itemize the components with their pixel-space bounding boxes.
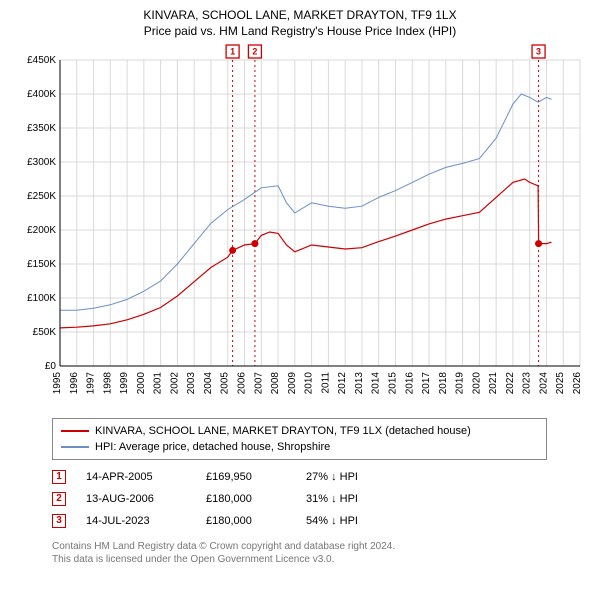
x-tick-label: 2000 [136,372,147,395]
x-tick-label: 2020 [471,372,482,395]
x-tick-label: 2001 [153,372,164,395]
sale-row: 3 14-JUL-2023 £180,000 54% ↓ HPI [52,510,588,532]
sale-row-date: 14-JUL-2023 [86,510,186,532]
x-tick-label: 1997 [86,372,97,395]
sale-row-diff: 54% ↓ HPI [306,510,406,532]
x-tick-label: 2009 [287,372,298,395]
y-tick-label: £250K [27,191,56,202]
x-tick-label: 2003 [186,372,197,395]
sale-marker-num: 3 [536,47,541,57]
footnote-line1: Contains HM Land Registry data © Crown c… [52,540,588,553]
sale-row-price: £180,000 [206,488,286,510]
x-tick-label: 2016 [404,372,415,395]
footnote-line2: This data is licensed under the Open Gov… [52,553,588,566]
y-tick-label: £150K [27,259,56,270]
chart-svg: £0 £50K £100K £150K £200K £250K £300K £350K £400… [12,42,588,412]
sale-row-date: 14-APR-2005 [86,466,186,488]
x-tick-label: 2010 [304,372,315,395]
sale-marker-num: 2 [252,47,257,57]
legend-label: HPI: Average price, detached house, Shro… [95,439,330,455]
legend-row: KINVARA, SCHOOL LANE, MARKET DRAYTON, TF… [61,423,538,439]
y-tick-label: £0 [45,361,57,372]
sale-marker-num: 1 [230,47,235,57]
legend-swatch [61,446,89,448]
y-tick-label: £200K [27,225,56,236]
x-tick-label: 2019 [455,372,466,395]
sale-row-diff: 27% ↓ HPI [306,466,406,488]
sale-row-price: £169,950 [206,466,286,488]
sale-row: 1 14-APR-2005 £169,950 27% ↓ HPI [52,466,588,488]
x-tick-label: 2014 [371,372,382,395]
title-subtitle: Price paid vs. HM Land Registry's House … [12,24,588,38]
x-tick-label: 2022 [505,372,516,395]
x-tick-label: 1999 [119,372,130,395]
x-tick-label: 2017 [421,372,432,395]
y-tick-label: £50K [33,327,57,338]
x-tick-label: 2021 [488,372,499,395]
y-tick-label: £300K [27,157,56,168]
sales-table: 1 14-APR-2005 £169,950 27% ↓ HPI 2 13-AUG-200… [52,466,588,532]
sale-row-diff: 31% ↓ HPI [306,488,406,510]
y-tick-label: £400K [27,89,56,100]
legend-row: HPI: Average price, detached house, Shro… [61,439,538,455]
sale-row: 2 13-AUG-2006 £180,000 31% ↓ HPI [52,488,588,510]
x-tick-label: 2018 [438,372,449,395]
plot-bg [60,60,580,366]
x-tick-label: 2023 [522,372,533,395]
y-tick-label: £350K [27,123,56,134]
chart-area: £0 £50K £100K £150K £200K £250K £300K £350K £400… [12,42,588,412]
x-tick-label: 2026 [572,372,583,395]
sale-row-marker: 3 [52,514,66,528]
chart-container: KINVARA, SCHOOL LANE, MARKET DRAYTON, TF… [0,0,600,590]
x-tick-label: 2011 [320,372,331,394]
x-tick-label: 2015 [387,372,398,395]
y-tick-label: £450K [27,55,56,66]
legend-box: KINVARA, SCHOOL LANE, MARKET DRAYTON, TF… [52,418,547,460]
x-tick-label: 2013 [354,372,365,395]
title-block: KINVARA, SCHOOL LANE, MARKET DRAYTON, TF… [12,8,588,38]
sale-row-price: £180,000 [206,510,286,532]
sale-row-marker: 2 [52,492,66,506]
x-tick-label: 2007 [253,372,264,395]
title-address: KINVARA, SCHOOL LANE, MARKET DRAYTON, TF… [12,8,588,22]
x-tick-label: 2005 [220,372,231,395]
y-tick-label: £100K [27,293,56,304]
x-tick-label: 2006 [237,372,248,395]
x-tick-label: 2024 [538,372,549,395]
x-tick-label: 1996 [69,372,80,395]
x-tick-label: 2004 [203,372,214,395]
legend-swatch [61,430,89,432]
x-tick-label: 2002 [169,372,180,395]
legend-label: KINVARA, SCHOOL LANE, MARKET DRAYTON, TF… [95,423,471,439]
x-tick-label: 2012 [337,372,348,395]
x-tick-label: 1998 [102,372,113,395]
x-tick-label: 1995 [52,372,63,395]
sale-row-marker: 1 [52,470,66,484]
sale-row-date: 13-AUG-2006 [86,488,186,510]
footnote: Contains HM Land Registry data © Crown c… [52,540,588,566]
x-tick-label: 2008 [270,372,281,395]
x-tick-label: 2025 [555,372,566,395]
